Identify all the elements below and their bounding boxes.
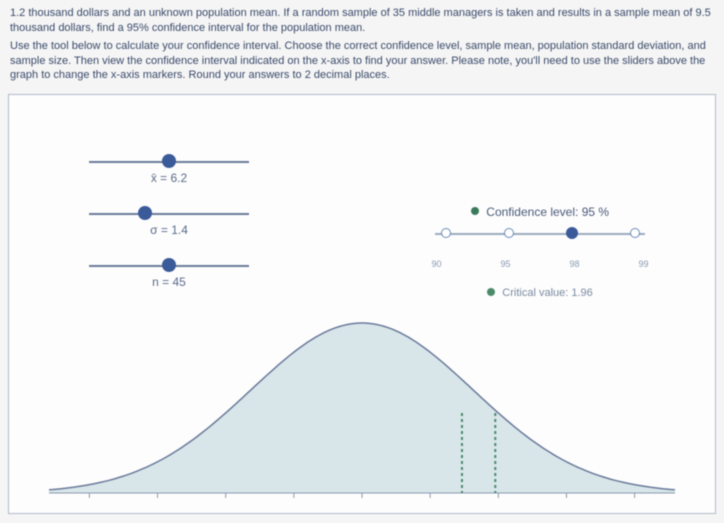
tick-label: 90	[431, 259, 441, 269]
slider-track	[435, 233, 645, 235]
curve-fill	[49, 323, 675, 493]
sigma-slider[interactable]: σ = 1.4	[89, 207, 249, 253]
conf-thumb[interactable]	[566, 227, 578, 239]
conf-tick[interactable]	[441, 228, 451, 238]
slider-thumb[interactable]	[138, 206, 152, 220]
normal-curve	[49, 303, 675, 503]
slider-thumb[interactable]	[162, 154, 176, 168]
tick-label: 98	[569, 259, 579, 269]
n-label: n = 45	[89, 275, 249, 289]
tick-label: 95	[500, 259, 510, 269]
instruction-line-2: Use the tool below to calculate your con…	[10, 39, 714, 84]
n-slider[interactable]: n = 45	[89, 259, 249, 305]
tick-label: 99	[638, 259, 648, 269]
conf-tick-labels: 90 95 98 99	[425, 259, 655, 273]
curve-svg	[49, 303, 675, 503]
sigma-label: σ = 1.4	[89, 223, 249, 237]
problem-text: 1.2 thousand dollars and an unknown popu…	[0, 0, 724, 90]
critical-value-row: Critical value: 1.96	[425, 287, 655, 299]
conf-tick[interactable]	[504, 228, 514, 238]
confidence-slider[interactable]	[435, 229, 645, 259]
conf-tick[interactable]	[630, 228, 640, 238]
confidence-title: Confidence level: 95 %	[425, 205, 655, 219]
xbar-slider[interactable]: x̄ = 6.2	[89, 155, 249, 201]
dot-icon	[487, 288, 495, 296]
xbar-label: x̄ = 6.2	[89, 171, 249, 185]
parameter-sliders: x̄ = 6.2 σ = 1.4 n = 45	[89, 155, 249, 311]
slider-thumb[interactable]	[162, 258, 176, 272]
dot-icon	[471, 207, 479, 215]
confidence-title-text: Confidence level: 95 %	[486, 205, 609, 219]
axis-ticks	[89, 493, 634, 498]
critical-value-label: Critical value: 1.96	[502, 287, 593, 299]
slider-track	[89, 213, 249, 215]
instruction-line-1: 1.2 thousand dollars and an unknown popu…	[10, 6, 714, 36]
confidence-panel: Confidence level: 95 % 90 95 98 99 Criti…	[425, 205, 655, 299]
chart-frame: x̄ = 6.2 σ = 1.4 n = 45 Confidence level…	[8, 94, 716, 514]
